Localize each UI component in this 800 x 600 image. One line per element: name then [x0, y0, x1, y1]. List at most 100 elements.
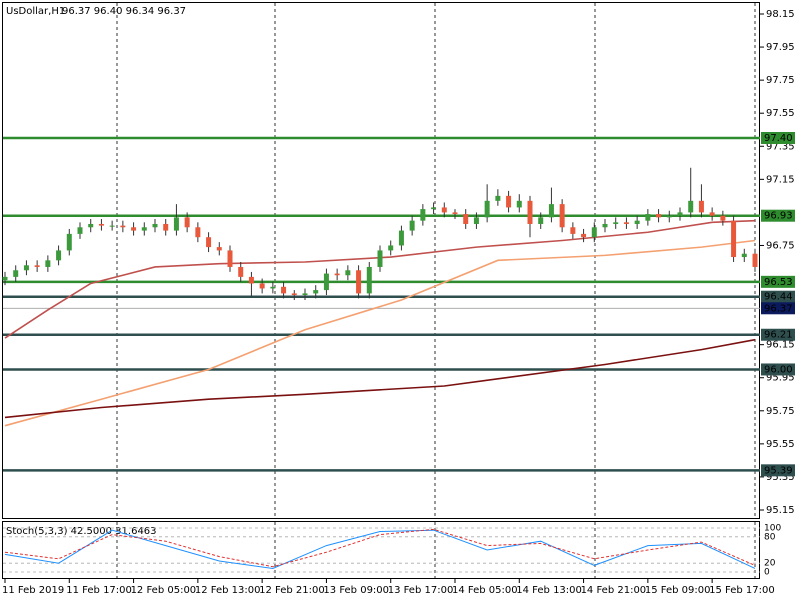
candle-body	[431, 207, 437, 210]
candle-body	[141, 227, 147, 231]
candle-body	[238, 266, 244, 277]
symbol: UsDollar,H1	[6, 6, 65, 17]
candle-body	[334, 273, 340, 276]
y-tick-label: 95.15	[766, 505, 795, 516]
level-tag	[761, 464, 795, 477]
stoch-signal	[4, 528, 756, 568]
candle-body	[248, 276, 254, 284]
candle-body	[656, 214, 662, 218]
level-tag	[761, 363, 795, 376]
x-tick-label: 11 Feb 17:00	[66, 585, 132, 596]
stoch-pane	[2, 521, 760, 579]
level-label: 96.93	[764, 211, 793, 222]
level-tag	[761, 132, 795, 144]
candle-body	[516, 200, 522, 208]
level-label: 95.39	[764, 465, 793, 476]
x-tick-label: 12 Feb 13:00	[195, 585, 261, 596]
candle-body	[538, 217, 544, 224]
candle-body	[227, 250, 233, 267]
candle-body	[56, 250, 62, 261]
candle-body	[591, 227, 597, 238]
candle-body	[688, 200, 694, 213]
candle-body	[259, 283, 265, 289]
candle-body	[98, 223, 104, 226]
level-tag	[761, 209, 795, 222]
y-tick-label: 97.95	[766, 42, 795, 53]
candle-body	[34, 265, 40, 267]
candle-body	[484, 200, 490, 218]
y-tick-label: 95.35	[766, 472, 795, 483]
candle-body	[420, 209, 426, 221]
candle-body	[731, 220, 737, 258]
candle-body	[709, 212, 715, 216]
candle-body	[2, 276, 8, 281]
candle-body	[441, 207, 447, 213]
candle-body	[216, 247, 222, 251]
price-tag	[761, 302, 795, 315]
x-tick-label: 12 Feb 05:00	[131, 585, 197, 596]
candle-body	[23, 265, 29, 271]
candle-body	[163, 223, 169, 231]
level-tag	[761, 290, 795, 303]
stoch-tick-label: 80	[764, 532, 776, 542]
candle-body	[720, 215, 726, 221]
x-tick-label: 13 Feb 17:00	[388, 585, 454, 596]
x-tick-label: 12 Feb 21:00	[259, 585, 325, 596]
stoch-main	[4, 529, 756, 569]
candle-body	[323, 273, 329, 291]
y-tick-label: 97.35	[766, 141, 795, 152]
candle-body	[152, 223, 158, 228]
candle-body	[281, 286, 287, 294]
candle-body	[677, 212, 683, 216]
level-label: 96.44	[764, 292, 793, 303]
candle-body	[345, 270, 351, 276]
candle-body	[366, 266, 372, 294]
level-tag	[761, 328, 795, 341]
ma-line	[4, 338, 756, 419]
level-label: 96.53	[764, 277, 793, 288]
candle-body	[452, 212, 458, 215]
level-label: 96.00	[764, 364, 793, 375]
candle-body	[291, 293, 297, 296]
x-tick-label: 14 Feb 21:00	[581, 585, 647, 596]
candle-body	[463, 214, 469, 224]
stoch-label: Stoch(5,3,3) 42.5000 31.6463	[6, 526, 157, 537]
level-label: 96.21	[764, 330, 793, 341]
y-tick-label: 97.75	[766, 75, 795, 86]
candle-body	[613, 222, 619, 224]
candle-body	[109, 225, 115, 227]
candle-body	[623, 222, 629, 224]
candle-body	[495, 195, 501, 201]
main-pane	[2, 2, 760, 519]
level-label: 97.40	[764, 133, 793, 144]
price-label: 96.37	[764, 303, 793, 314]
candle-body	[388, 245, 394, 251]
candle-body	[473, 217, 479, 224]
x-tick-label: 13 Feb 09:00	[323, 585, 389, 596]
candle-body	[527, 200, 533, 224]
stoch-tick-label: 100	[764, 524, 781, 534]
candle-body	[602, 223, 608, 228]
candle-body	[45, 260, 51, 267]
candle-body	[741, 253, 747, 258]
candle-body	[356, 270, 362, 294]
candle-body	[506, 195, 512, 208]
x-tick-label: 14 Feb 05:00	[452, 585, 518, 596]
candle-body	[409, 220, 415, 231]
x-tick-label: 15 Feb 09:00	[645, 585, 711, 596]
ohlc: 96.37 96.40 96.34 96.37	[62, 6, 186, 17]
candle-body	[173, 217, 179, 231]
candle-body	[645, 214, 651, 221]
x-tick-label: 14 Feb 13:00	[516, 585, 582, 596]
candle-body	[313, 290, 319, 294]
candle-body	[66, 233, 72, 251]
candle-body	[184, 217, 190, 228]
y-tick-label: 97.15	[766, 174, 795, 185]
candle-body	[698, 200, 704, 213]
candle-body	[377, 250, 383, 267]
y-tick-label: 98.15	[766, 9, 795, 20]
stoch-tick-label: 20	[764, 559, 776, 569]
level-tag	[761, 275, 795, 288]
y-tick-label: 95.95	[766, 373, 795, 384]
